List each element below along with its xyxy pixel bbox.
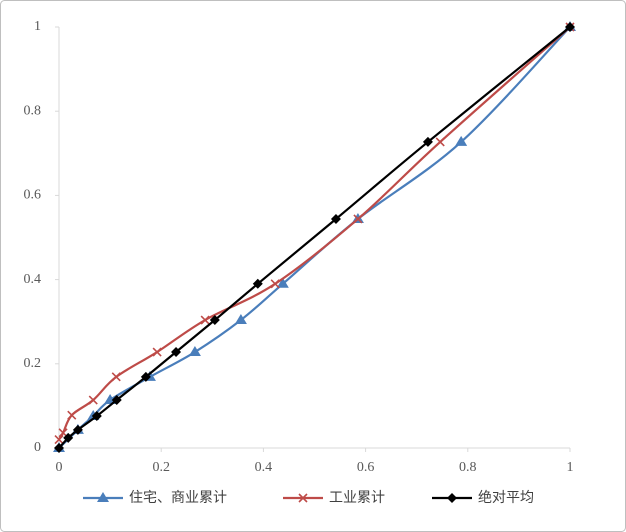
marker — [54, 443, 64, 453]
marker — [54, 435, 64, 445]
marker — [200, 315, 210, 325]
marker — [140, 371, 151, 382]
y-tick-label: 0 — [34, 440, 41, 455]
marker — [234, 314, 247, 325]
x-tick-label: 0.4 — [255, 460, 273, 475]
y-tick-label: 1 — [34, 19, 41, 34]
x-tick-label: 0.8 — [459, 460, 477, 475]
marker — [270, 279, 280, 289]
marker — [88, 395, 98, 405]
x-tick-label: 0 — [56, 460, 63, 475]
y-tick-label: 0.8 — [24, 103, 42, 118]
y-tick-label: 0.6 — [24, 188, 42, 203]
y-tick-label: 0.4 — [24, 272, 42, 287]
marker — [91, 411, 102, 422]
marker — [276, 277, 289, 288]
marker — [63, 432, 74, 443]
marker — [252, 278, 263, 289]
x-tick-label: 1 — [567, 460, 574, 475]
legend-label: 住宅、商业累计 — [129, 490, 227, 506]
legend: 住宅、商业累计 工业累计 绝对平均 — [83, 490, 534, 506]
marker — [435, 137, 445, 147]
x-tick-label: 0.6 — [357, 460, 375, 475]
marker — [209, 315, 220, 326]
marker — [353, 214, 363, 224]
marker — [330, 213, 341, 224]
marker — [455, 135, 468, 146]
marker — [111, 395, 122, 406]
marker — [111, 372, 121, 382]
marker — [171, 347, 182, 358]
y-tick-label: 0.2 — [24, 356, 42, 371]
legend-label: 绝对平均 — [478, 490, 534, 506]
legend-marker — [447, 493, 457, 503]
marker — [188, 346, 201, 357]
marker — [422, 136, 433, 147]
marker — [72, 424, 83, 435]
legend-marker — [298, 493, 308, 503]
marker — [104, 394, 117, 405]
marker — [152, 347, 162, 357]
marker — [565, 22, 575, 32]
legend-marker — [97, 492, 109, 502]
marker — [67, 410, 77, 420]
x-tick-label: 0.2 — [152, 460, 170, 475]
legend-label: 工业累计 — [329, 490, 385, 506]
